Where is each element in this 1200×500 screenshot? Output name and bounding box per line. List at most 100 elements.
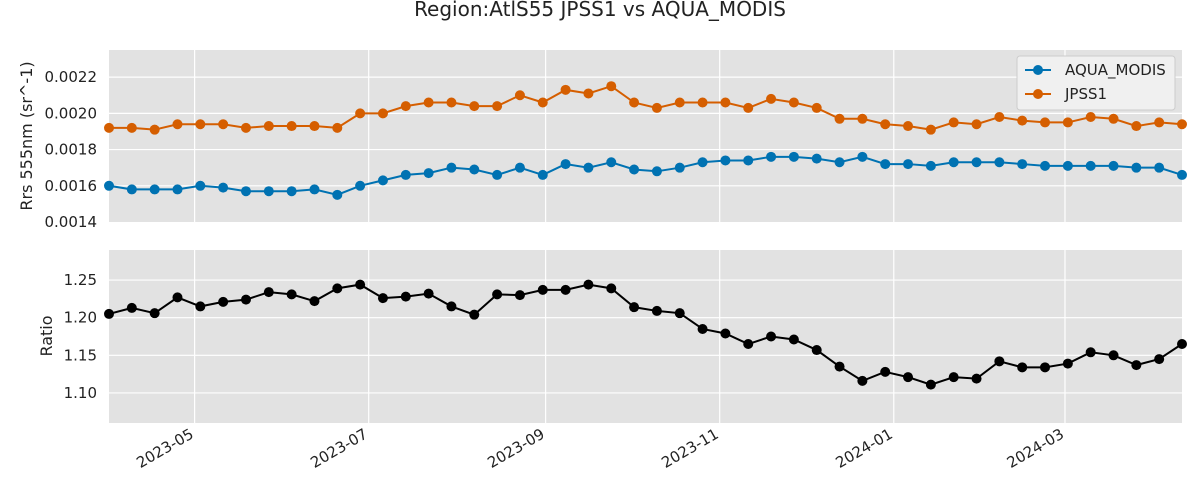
data-point: [948, 157, 959, 168]
data-point: [1040, 117, 1051, 128]
data-point: [1131, 121, 1142, 132]
data-point: [309, 121, 320, 132]
y-tick-label: 0.0022: [45, 68, 98, 86]
data-point: [400, 291, 411, 302]
data-point: [332, 283, 343, 294]
data-point: [743, 102, 754, 113]
data-point: [834, 157, 845, 168]
data-point: [880, 119, 891, 130]
data-point: [263, 186, 274, 197]
top-panel: 0.0014 0.0016 0.0018 0.0020 0.0022 Rrs 555nm…: [17, 50, 1187, 231]
data-point: [880, 366, 891, 377]
data-point: [834, 361, 845, 372]
data-point: [1177, 339, 1187, 350]
data-point: [1154, 162, 1165, 173]
data-point: [720, 328, 731, 339]
data-point: [903, 159, 914, 170]
data-point: [423, 97, 434, 108]
data-point: [811, 345, 822, 356]
data-point: [925, 160, 936, 171]
data-point: [629, 97, 640, 108]
data-point: [355, 180, 366, 191]
x-tick-label: 2023-09: [484, 425, 547, 472]
data-point: [560, 159, 571, 170]
legend-box: [1016, 55, 1176, 111]
data-point: [766, 331, 777, 342]
data-point: [606, 157, 617, 168]
data-point: [492, 289, 503, 300]
data-point: [811, 153, 822, 164]
bottom-panel: 1.10 1.15 1.20 1.25 Ratio: [37, 250, 1187, 423]
data-point: [1108, 160, 1119, 171]
data-point: [355, 279, 366, 290]
data-point: [583, 88, 594, 99]
data-point: [697, 323, 708, 334]
data-point: [195, 301, 206, 312]
data-point: [560, 284, 571, 295]
data-point: [629, 302, 640, 313]
data-point: [903, 121, 914, 132]
data-point: [880, 159, 891, 170]
data-point: [514, 290, 525, 301]
data-point: [1085, 160, 1096, 171]
data-point: [469, 101, 480, 112]
data-point: [537, 284, 548, 295]
data-point: [948, 117, 959, 128]
data-point: [172, 292, 183, 303]
data-point: [743, 155, 754, 166]
data-point: [446, 97, 457, 108]
data-point: [469, 309, 480, 320]
legend-marker-aqua: [1033, 65, 1043, 75]
top-grid: [109, 50, 1182, 222]
data-point: [377, 108, 388, 119]
data-point: [332, 189, 343, 200]
data-point: [811, 102, 822, 113]
data-point: [286, 121, 297, 132]
data-point: [766, 93, 777, 104]
data-point: [674, 162, 685, 173]
data-point: [583, 279, 594, 290]
data-point: [309, 296, 320, 307]
data-point: [1062, 160, 1073, 171]
data-point: [1131, 360, 1142, 371]
data-point: [857, 375, 868, 386]
data-point: [560, 84, 571, 95]
data-point: [240, 122, 251, 133]
data-point: [514, 90, 525, 101]
data-point: [149, 184, 160, 195]
data-point: [1017, 159, 1028, 170]
data-point: [218, 296, 229, 307]
data-point: [1040, 160, 1051, 171]
data-point: [948, 372, 959, 383]
data-point: [1017, 115, 1028, 126]
x-tick-label: 2024-01: [832, 425, 895, 472]
data-point: [788, 334, 799, 345]
data-point: [651, 166, 662, 177]
data-point: [1177, 169, 1187, 180]
data-point: [697, 157, 708, 168]
data-point: [172, 184, 183, 195]
data-point: [583, 162, 594, 173]
data-point: [149, 124, 160, 135]
data-point: [195, 180, 206, 191]
data-point: [971, 373, 982, 384]
data-point: [1062, 358, 1073, 369]
data-point: [903, 372, 914, 383]
data-point: [1085, 347, 1096, 358]
data-point: [1108, 350, 1119, 361]
chart-title: Region:AtlS55 JPSS1 vs AQUA_MODIS: [414, 0, 786, 21]
data-point: [537, 169, 548, 180]
data-point: [104, 122, 114, 133]
bottom-series-layer: [104, 279, 1187, 390]
bottom-plot-area: [109, 250, 1182, 423]
data-point: [286, 186, 297, 197]
data-point: [423, 288, 434, 299]
y-tick-label: 0.0016: [45, 177, 98, 195]
data-point: [1085, 111, 1096, 122]
x-tick-labels: 2023-05 2023-07 2023-09 2023-11 2024-01 2024-…: [133, 425, 1067, 472]
data-point: [309, 184, 320, 195]
data-point: [720, 97, 731, 108]
data-point: [994, 356, 1005, 367]
top-series-layer: [104, 81, 1187, 200]
data-point: [514, 162, 525, 173]
